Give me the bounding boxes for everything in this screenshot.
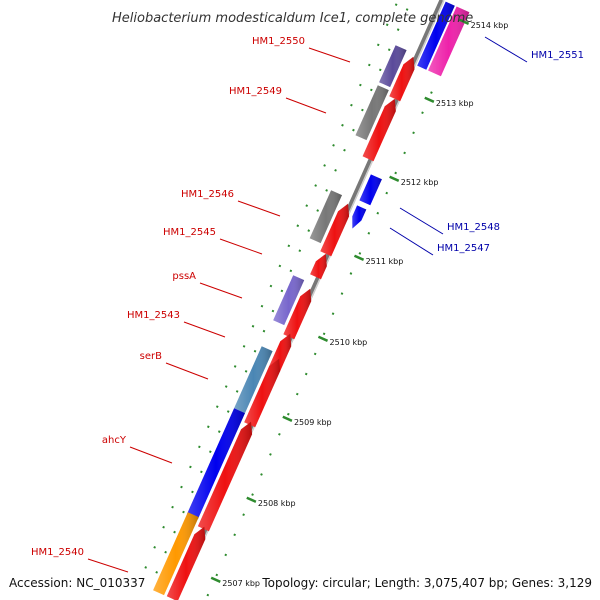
gene-label-text: HM1_2550 (252, 36, 305, 47)
gene-features (153, 1, 470, 600)
gene-serB-arrow[interactable] (244, 358, 281, 428)
gene-label-HM1_2540: HM1_2540 (31, 547, 129, 573)
gene-label-text: HM1_2549 (229, 86, 282, 97)
gene-label-HM1_2550: HM1_2550 (252, 36, 351, 63)
tick-mark (353, 254, 365, 261)
label-leader-line (87, 558, 129, 573)
gene-label-HM1_2545: HM1_2545 (163, 227, 263, 255)
tick-label: 2507 kbp (222, 579, 260, 588)
gene-2551-inner[interactable] (417, 1, 455, 70)
track-guides (137, 3, 460, 600)
gene-2548[interactable] (359, 174, 382, 206)
gene-2543[interactable] (269, 333, 292, 372)
gene-labels: HM1_2550 HM1_2549 HM1_2546 HM1_2545 pssA HM1_… (31, 36, 584, 573)
gene-2549[interactable] (355, 85, 389, 141)
label-leader-line (165, 362, 209, 380)
tick-label: 2513 kbp (436, 99, 474, 108)
gene-ahcY[interactable] (186, 408, 245, 520)
tick-mark (282, 415, 293, 422)
guide-dots (148, 8, 409, 590)
label-leader-line (129, 446, 173, 464)
gene-2546-arrow[interactable] (320, 203, 350, 257)
gene-label-HM1_2551: HM1_2551 (484, 36, 584, 63)
gene-label-HM1_2548: HM1_2548 (399, 207, 500, 235)
gene-pssA-arrow[interactable] (283, 288, 312, 340)
gene-label-serB: serB (140, 351, 209, 380)
gene-label-HM1_2546: HM1_2546 (181, 189, 281, 217)
label-leader-line (389, 227, 434, 256)
label-leader-line (308, 47, 351, 63)
gene-2546[interactable] (309, 190, 342, 244)
tick-label: 2512 kbp (401, 178, 439, 187)
gene-2547[interactable] (352, 205, 367, 229)
tick-label: 2509 kbp (294, 418, 332, 427)
guide-dots (204, 30, 460, 600)
label-leader-line (199, 282, 243, 299)
genome-summary-text: Topology: circular; Length: 3,075,407 bp… (261, 576, 592, 590)
gene-label-HM1_2549: HM1_2549 (229, 86, 327, 114)
gene-2550-arrow[interactable] (389, 56, 415, 102)
gene-label-text: HM1_2551 (531, 50, 584, 61)
label-leader-line (399, 207, 444, 235)
gene-label-pssA: pssA (172, 271, 243, 299)
accession-text: Accession: NC_010337 (9, 576, 145, 590)
label-leader-line (237, 200, 281, 217)
gene-label-text: HM1_2546 (181, 189, 234, 200)
tick-label: 2508 kbp (258, 499, 296, 508)
label-leader-line (219, 238, 263, 255)
gene-label-ahcY: ahcY (102, 435, 173, 464)
gene-label-text: HM1_2543 (127, 310, 180, 321)
guide-dots (137, 3, 398, 585)
gene-2549-arrow[interactable] (362, 98, 396, 162)
gene-2540-arrow[interactable] (166, 526, 206, 600)
position-ticks: 2507 kbp 2508 kbp 2509 kbp 2510 kbp 2511 kbp… (210, 18, 509, 588)
gene-2550[interactable] (379, 45, 407, 88)
gene-label-text: HM1_2540 (31, 547, 84, 558)
gene-label-text: pssA (172, 271, 196, 282)
tick-mark (389, 175, 400, 182)
tick-mark (424, 96, 435, 103)
tick-mark (210, 576, 221, 583)
gene-2540[interactable] (153, 512, 199, 596)
label-leader-line (484, 36, 528, 63)
gene-label-HM1_2543: HM1_2543 (127, 310, 226, 338)
gene-ahcY-arrow[interactable] (197, 421, 253, 532)
gene-label-text: HM1_2548 (447, 222, 500, 233)
map-title: Heliobacterium modesticaldum Ice1, compl… (112, 11, 473, 26)
label-leader-line (285, 97, 327, 114)
gene-label-HM1_2547: HM1_2547 (389, 227, 490, 256)
tick-mark (317, 335, 329, 342)
label-leader-line (183, 321, 226, 338)
tick-mark (458, 18, 470, 25)
gene-pssA[interactable] (273, 275, 305, 326)
gene-label-text: serB (140, 351, 162, 362)
gene-serB[interactable] (234, 346, 273, 414)
gene-2551[interactable] (428, 6, 470, 77)
gene-label-text: ahcY (102, 435, 127, 446)
tick-label: 2511 kbp (366, 257, 404, 266)
tick-label: 2514 kbp (471, 21, 509, 30)
gene-2545[interactable] (310, 253, 327, 280)
gene-label-text: HM1_2547 (437, 243, 490, 254)
tick-mark (246, 496, 257, 503)
gene-label-text: HM1_2545 (163, 227, 216, 238)
tick-label: 2510 kbp (330, 338, 368, 347)
